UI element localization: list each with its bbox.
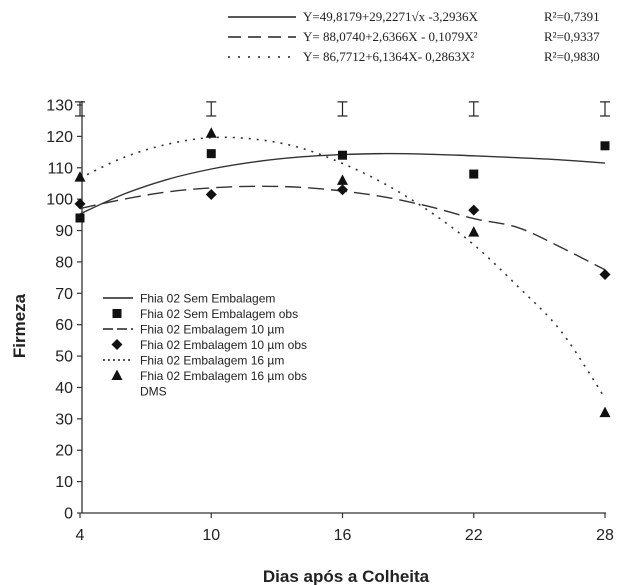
equation-r2: R²=0,9337 — [544, 29, 600, 44]
legend-label: Fhia 02 Sem Embalagem — [140, 292, 275, 306]
equation-legend: Y=49,8179+29,2271√x -3,2936X R²=0,7391 Y= … — [228, 9, 600, 64]
fit-curve-2 — [79, 185, 606, 271]
equation-r2: R²=0,9830 — [544, 49, 600, 64]
legend-marker-diamond — [111, 339, 123, 350]
legend-label: Fhia 02 Embalagem 16 µm — [140, 354, 284, 368]
x-tick-label: 28 — [596, 527, 614, 544]
y-tick-label: 20 — [55, 443, 73, 460]
fit-curve-4 — [79, 136, 606, 399]
data-point-triangle — [74, 171, 86, 182]
x-tick-label: 16 — [334, 527, 352, 544]
data-point-square — [75, 213, 85, 223]
y-tick-label: 30 — [55, 411, 73, 428]
data-point-square — [600, 141, 610, 151]
y-tick-label: 120 — [46, 129, 73, 146]
data-point-diamond — [337, 184, 348, 196]
data-point-diamond — [74, 198, 86, 210]
x-tick-label: 10 — [202, 527, 220, 544]
data-point-diamond — [468, 204, 480, 216]
axes: 0 10 20 30 40 50 60 70 80 90 100 110 120 130 4 10 16 22 28 — [46, 98, 614, 545]
equation-r2: R²=0,7391 — [544, 9, 600, 24]
legend-label: Fhia 02 Embalagem 16 µm obs — [140, 369, 307, 383]
data-point-triangle — [337, 174, 348, 185]
legend-label: Fhia 02 Embalagem 10 µm — [140, 323, 284, 337]
y-tick-label: 60 — [55, 317, 73, 334]
y-axis-title: Firmeza — [10, 293, 29, 358]
equation-formula: Y= 88,0740+2,6366X - 0,1079X² — [303, 29, 478, 44]
data-point-triangle — [599, 406, 611, 418]
y-tick-label: 40 — [55, 380, 73, 397]
x-axis-title: Dias após a Colheita — [263, 567, 430, 585]
x-tick-label: 22 — [465, 527, 483, 544]
data-point-square — [206, 149, 216, 159]
y-tick-label: 100 — [46, 192, 73, 209]
y-tick-label: 130 — [46, 98, 73, 115]
y-tick-label: 110 — [47, 160, 73, 177]
data-point-triangle — [468, 226, 480, 237]
y-tick-label: 80 — [55, 254, 73, 271]
legend-label: Fhia 02 Embalagem 10 µm obs — [140, 338, 307, 352]
y-tick-label: 0 — [64, 506, 73, 523]
y-tick-label: 10 — [55, 474, 73, 491]
data-point-square — [338, 150, 347, 160]
y-tick-label: 50 — [55, 349, 73, 366]
plot-area — [74, 101, 611, 418]
y-tick-label: 70 — [55, 286, 73, 303]
x-tick-label: 4 — [76, 527, 85, 544]
data-point-diamond — [599, 268, 611, 280]
y-tick-label: 90 — [55, 223, 73, 240]
equation-formula: Y= 86,7712+6,1364X- 0,2863X² — [303, 49, 474, 64]
legend-marker-square — [112, 309, 122, 318]
data-point-triangle — [205, 127, 217, 138]
data-point-diamond — [205, 188, 217, 200]
data-point-square — [469, 169, 479, 179]
legend-marker-triangle — [111, 369, 123, 380]
equation-formula: Y=49,8179+29,2271√x -3,2936X — [303, 9, 479, 24]
legend-label: Fhia 02 Sem Embalagem obs — [140, 307, 298, 321]
legend-label: DMS — [140, 385, 167, 399]
